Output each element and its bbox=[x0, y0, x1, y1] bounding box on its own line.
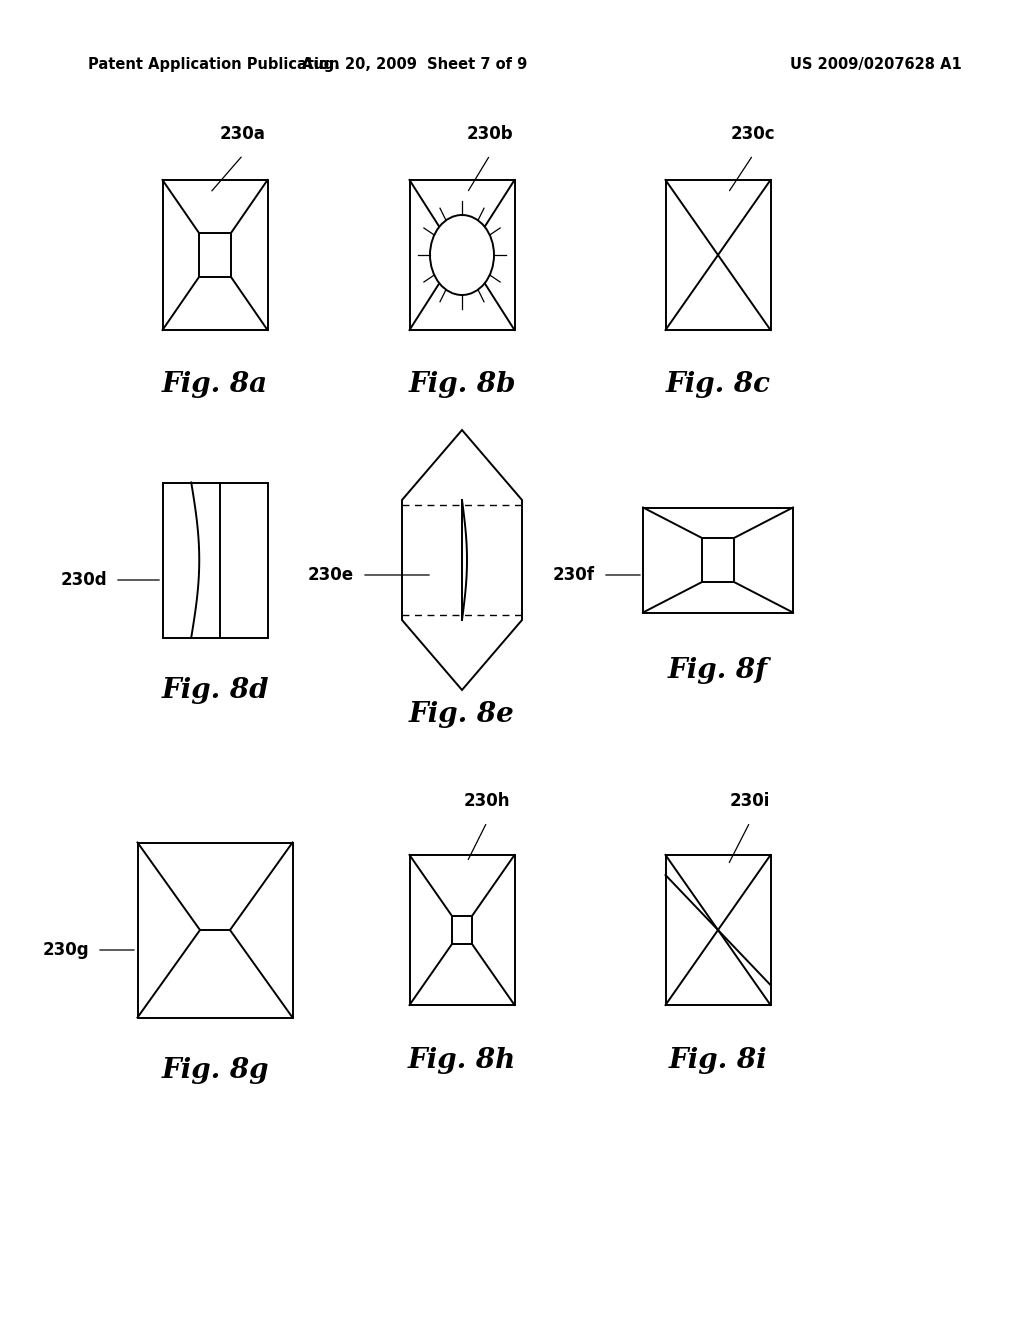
Text: 230d: 230d bbox=[60, 572, 106, 589]
Text: Fig. 8b: Fig. 8b bbox=[409, 371, 516, 399]
Text: US 2009/0207628 A1: US 2009/0207628 A1 bbox=[790, 58, 962, 73]
Text: 230f: 230f bbox=[553, 566, 595, 583]
Text: 230h: 230h bbox=[464, 792, 510, 810]
Text: Fig. 8c: Fig. 8c bbox=[666, 371, 770, 399]
Text: Fig. 8e: Fig. 8e bbox=[410, 701, 515, 729]
Text: 230g: 230g bbox=[42, 941, 89, 960]
Text: Fig. 8h: Fig. 8h bbox=[408, 1047, 516, 1073]
Text: Patent Application Publication: Patent Application Publication bbox=[88, 58, 340, 73]
Text: Fig. 8d: Fig. 8d bbox=[161, 676, 268, 704]
Text: 230a: 230a bbox=[220, 125, 266, 143]
Text: Aug. 20, 2009  Sheet 7 of 9: Aug. 20, 2009 Sheet 7 of 9 bbox=[302, 58, 527, 73]
Text: 230i: 230i bbox=[730, 792, 770, 810]
Text: 230c: 230c bbox=[731, 125, 775, 143]
Text: Fig. 8i: Fig. 8i bbox=[669, 1047, 767, 1073]
Text: 230b: 230b bbox=[467, 125, 513, 143]
Text: Fig. 8f: Fig. 8f bbox=[668, 656, 768, 684]
Text: Fig. 8g: Fig. 8g bbox=[161, 1056, 268, 1084]
Text: Fig. 8a: Fig. 8a bbox=[162, 371, 268, 399]
Text: 230e: 230e bbox=[308, 566, 354, 583]
